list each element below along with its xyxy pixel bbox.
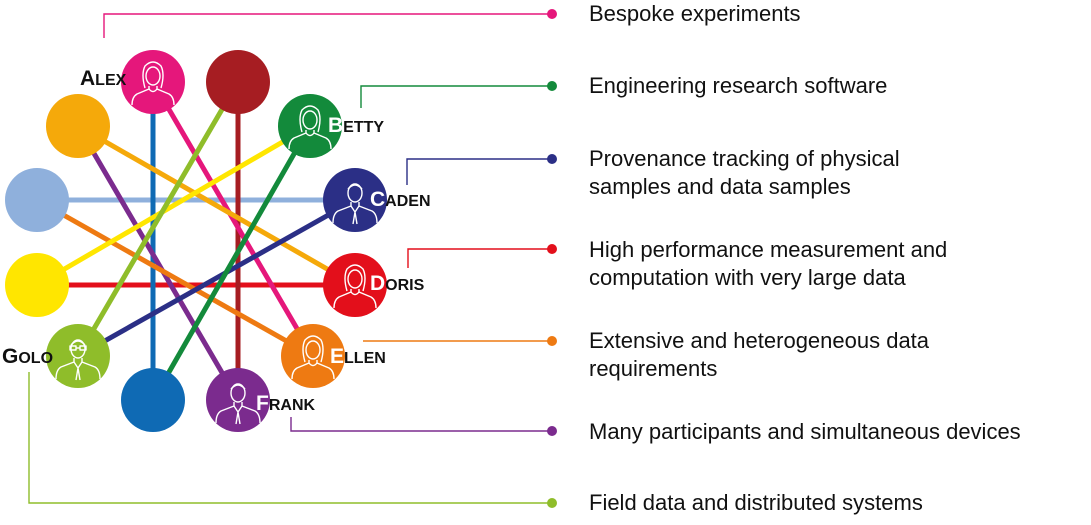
feature-text-line: Many participants and simultaneous devic… [589, 419, 1021, 444]
node-yellow [5, 253, 69, 317]
person-name-initial: C [370, 188, 385, 211]
feature-text-line: Engineering research software [589, 73, 887, 98]
node-circle-betty [278, 94, 342, 158]
node-circle-alex [121, 50, 185, 114]
connection-line-skyblue-ellen [35, 197, 315, 359]
feature-text-line: Extensive and heterogeneous data [589, 328, 930, 353]
node-circle-frank [206, 368, 270, 432]
feature-bullet-golo [547, 498, 557, 508]
connection-line-blue-betty [150, 124, 313, 402]
man-glasses-avatar-icon [55, 339, 101, 381]
node-caden [323, 168, 387, 232]
node-circle-caden [323, 168, 387, 232]
person-name-rest: ADEN [385, 193, 430, 210]
leader-line-golo [28, 372, 552, 504]
woman-avatar-icon [131, 61, 175, 106]
person-name-rest: ORIS [385, 277, 424, 294]
connection-line-golo-caden [76, 197, 357, 359]
person-name-rest: OLO [18, 350, 53, 367]
feature-text-line: Field data and distributed systems [589, 490, 923, 515]
node-darkred [206, 50, 270, 114]
woman-avatar-icon [333, 264, 377, 309]
person-name-rest: LLEN [344, 350, 386, 367]
person-name-doris: DORIS [370, 272, 425, 295]
connection-line-golo-darkred [75, 80, 241, 358]
person-name-initial: E [330, 345, 344, 368]
feature-text-line: Provenance tracking of physical [589, 146, 900, 171]
feature-leader-lines [28, 9, 557, 508]
leader-line-doris [407, 248, 552, 268]
node-alex [121, 50, 185, 114]
feature-bullet-betty [547, 81, 557, 91]
person-name-frank: FRANK [256, 392, 315, 415]
person-name-initial: G [2, 345, 18, 368]
feature-text-betty: Engineering research software [589, 73, 887, 98]
woman-avatar-icon [291, 335, 335, 380]
person-name-initial: D [370, 272, 385, 295]
woman-avatar-icon [288, 105, 332, 150]
feature-text-line: High performance measurement and [589, 237, 947, 262]
person-name-golo: GOLO [2, 345, 53, 368]
feature-text-frank: Many participants and simultaneous devic… [589, 419, 1021, 444]
node-circle-golo [46, 324, 110, 388]
person-name-initial: F [256, 392, 269, 415]
feature-bullet-frank [547, 426, 557, 436]
node-blue [121, 368, 185, 432]
node-doris [323, 253, 387, 317]
node-circle-amber [46, 94, 110, 158]
feature-text-line: Bespoke experiments [589, 1, 801, 26]
persona-labels: ALEX BETTY CADEN DORIS ELLEN FRANK GOLO [2, 67, 431, 415]
man-avatar-icon [332, 183, 378, 225]
leader-line-alex [103, 13, 552, 38]
feature-text-golo: Field data and distributed systems [589, 490, 923, 515]
persona-nodes [5, 50, 387, 432]
node-circle-skyblue [5, 168, 69, 232]
feature-text-line: samples and data samples [589, 174, 851, 199]
leader-line-caden [406, 158, 552, 185]
node-skyblue [5, 168, 69, 232]
feature-text-doris: High performance measurement and computat… [589, 237, 947, 290]
node-circle-blue [121, 368, 185, 432]
leader-line-betty [360, 85, 552, 108]
feature-list: Bespoke experiments Engineering research … [589, 1, 1021, 515]
person-name-rest: RANK [269, 397, 316, 414]
person-name-betty: BETTY [328, 114, 384, 137]
node-circle-doris [323, 253, 387, 317]
person-name-ellen: ELLEN [330, 345, 386, 368]
node-circle-ellen [281, 324, 345, 388]
leader-line-frank [290, 417, 552, 432]
connection-line-alex-ellen [150, 80, 316, 358]
connection-line-amber-frank [75, 124, 241, 402]
connection-lines [35, 80, 357, 402]
feature-text-caden: Provenance tracking of physical samples a… [589, 146, 900, 199]
feature-text-line: requirements [589, 356, 717, 381]
node-circle-yellow [5, 253, 69, 317]
feature-text-line: computation with very large data [589, 265, 906, 290]
person-name-initial: A [80, 67, 95, 90]
feature-bullet-doris [547, 244, 557, 254]
connection-line-amber-doris [76, 123, 357, 288]
node-amber [46, 94, 110, 158]
node-betty [278, 94, 342, 158]
man-avatar-icon [215, 383, 261, 425]
feature-text-alex: Bespoke experiments [589, 1, 801, 26]
feature-text-ellen: Extensive and heterogeneous data requirem… [589, 328, 930, 381]
node-golo [46, 324, 110, 388]
person-name-caden: CADEN [370, 188, 431, 211]
person-name-alex: ALEX [80, 67, 127, 90]
node-circle-darkred [206, 50, 270, 114]
node-ellen [281, 324, 345, 388]
feature-bullet-caden [547, 154, 557, 164]
node-frank [206, 368, 270, 432]
feature-bullet-alex [547, 9, 557, 19]
connection-line-yellow-betty [35, 123, 312, 288]
person-name-rest: ETTY [343, 119, 384, 136]
feature-bullet-ellen [547, 336, 557, 346]
person-name-rest: LEX [95, 72, 126, 89]
person-name-initial: B [328, 114, 343, 137]
